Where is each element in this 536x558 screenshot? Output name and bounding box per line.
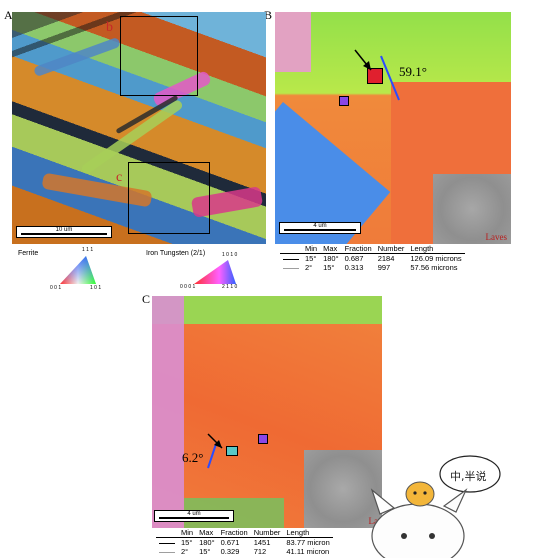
cell-length: 57.56 microns	[410, 263, 458, 272]
region-b-box	[120, 16, 198, 96]
panel-c-ebsd-map: 6.2° 4 um La	[152, 296, 382, 528]
line-sample-high-angle	[283, 258, 299, 260]
col-line	[156, 528, 178, 538]
grain	[33, 36, 121, 78]
cell-max: 180°	[199, 538, 215, 547]
laves-label-br: 2 1 1 0	[222, 284, 238, 290]
laves-particle	[339, 96, 349, 106]
laves-label: Laves	[485, 232, 508, 242]
cell-number: 712	[253, 547, 267, 556]
col-number: Number	[374, 244, 408, 254]
scale-bar-label: 4 um	[313, 223, 327, 229]
line-sample-low-angle	[159, 551, 175, 553]
laves-label-bl: 0 0 0 1	[180, 284, 196, 290]
ferrite-label-top: 1 1 1	[82, 247, 94, 253]
panel-a-letter: A	[4, 8, 13, 22]
cell-number: 997	[377, 263, 391, 272]
col-fraction: Fraction	[341, 244, 375, 254]
misorientation-angle: 6.2°	[182, 450, 204, 465]
scale-bar-label: 4 um	[187, 511, 201, 517]
cell-number: 2184	[377, 254, 395, 263]
cell-min: 15°	[181, 538, 193, 547]
laves-ipf-triangle	[194, 260, 236, 284]
panel-c-letter: C	[142, 292, 151, 306]
cell-min: 2°	[305, 263, 313, 272]
table-row: 2° 15° 0.313 997 57.56 microns	[280, 263, 465, 272]
table-row: 15° 180° 0.671 1451 83.77 micron	[156, 538, 333, 547]
ferrite-ipf-triangle	[60, 256, 96, 284]
scale-bar: 10 um	[16, 226, 112, 238]
col-length: Length	[407, 244, 465, 254]
col-min: Min	[178, 528, 197, 538]
cell-max: 15°	[323, 263, 335, 272]
cell-max: 15°	[199, 547, 211, 556]
laves-particle	[367, 68, 383, 84]
misorientation-angle: 59.1°	[399, 64, 427, 79]
ferrite-label-bl: 0 0 1	[50, 285, 62, 291]
laves-particle	[226, 446, 238, 456]
cell-number: 1451	[253, 538, 271, 547]
line-sample-low-angle	[283, 267, 299, 269]
kikuchi-pattern	[433, 174, 511, 244]
cell-length: 41.11 micron	[286, 547, 330, 556]
grain	[275, 12, 311, 72]
col-max: Max	[320, 244, 342, 254]
ferrite-legend-title: Ferrite	[18, 250, 39, 257]
col-line	[280, 244, 302, 254]
region-c-box	[128, 162, 210, 234]
cell-length: 83.77 micron	[286, 538, 330, 547]
mascot-bubble-text: 中,半说	[450, 469, 487, 483]
cell-fraction: 0.687	[344, 254, 364, 263]
table-row: 15° 180° 0.687 2184 126.09 microns	[280, 254, 465, 263]
scale-bar: 4 um	[154, 510, 234, 522]
table-row: 2° 15° 0.329 712 41.11 micron	[156, 547, 333, 556]
panel-a-ebsd-map: b c 10 um	[12, 12, 266, 244]
cell-max: 180°	[323, 254, 339, 263]
cell-fraction: 0.671	[220, 538, 240, 547]
scale-bar-label: 10 um	[55, 227, 73, 233]
ferrite-label-br: 1 0 1	[90, 285, 102, 291]
col-fraction: Fraction	[217, 528, 251, 538]
laves-label-top: 1 0 1 0	[222, 252, 238, 258]
cell-fraction: 0.329	[220, 547, 240, 556]
cell-min: 2°	[181, 547, 189, 556]
panel-b-letter: B	[264, 8, 273, 22]
col-number: Number	[250, 528, 284, 538]
region-b-label: b	[106, 20, 113, 35]
col-max: Max	[196, 528, 218, 538]
misorientation-line	[207, 433, 223, 469]
col-min: Min	[302, 244, 321, 254]
misorientation-line	[354, 49, 400, 101]
scale-bar: 4 um	[279, 222, 361, 234]
kikuchi-pattern	[304, 450, 382, 528]
grain-boundary-table-c: Min Max Fraction Number Length 15° 180° …	[156, 528, 333, 556]
panel-b-ebsd-map: 59.1° 4 um Laves	[275, 12, 511, 244]
cell-length: 126.09 microns	[410, 254, 462, 263]
laves-particle	[258, 434, 268, 444]
col-length: Length	[283, 528, 333, 538]
line-sample-high-angle	[159, 542, 175, 544]
laves-legend-title: Iron Tungsten (2/1)	[146, 250, 206, 257]
region-c-label: c	[116, 170, 123, 185]
grain	[152, 296, 184, 528]
cell-fraction: 0.313	[344, 263, 364, 272]
grain-boundary-table-b: Min Max Fraction Number Length 15° 180° …	[280, 244, 465, 272]
laves-label: La	[368, 516, 379, 526]
cell-min: 15°	[305, 254, 317, 263]
grain	[152, 296, 382, 324]
mascot-sticker: 中,半说	[370, 455, 501, 558]
